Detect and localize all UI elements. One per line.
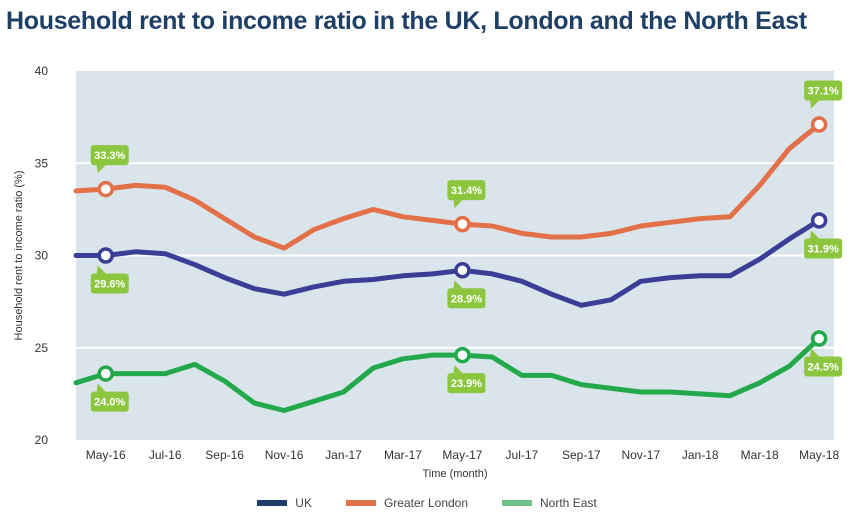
y-tick-label: 25 — [35, 341, 49, 355]
y-tick-label: 30 — [35, 249, 49, 263]
x-tick-label: Sep-17 — [562, 448, 601, 462]
callout-pointer — [96, 265, 106, 274]
legend-label-uk: UK — [295, 496, 312, 510]
data-label: 24.5% — [808, 362, 839, 374]
y-tick-label: 20 — [35, 433, 49, 447]
y-axis-title: Household rent to income ratio (%) — [13, 171, 25, 341]
callout-box — [804, 238, 843, 259]
callout-pointer — [810, 100, 820, 109]
x-axis-title: Time (month) — [423, 468, 488, 480]
x-tick-label: May-17 — [442, 448, 482, 462]
series-line-1 — [73, 122, 822, 251]
data-point-marker — [810, 330, 828, 347]
x-tick-label: Jan-18 — [682, 448, 719, 462]
data-label: 28.9% — [451, 293, 482, 305]
legend-swatch-north-east — [502, 500, 533, 506]
legend-item-uk: UK — [257, 496, 312, 510]
data-point-marker — [97, 180, 114, 198]
callout-pointer — [96, 165, 106, 174]
data-label: 31.4% — [451, 185, 482, 197]
data-label: 33.3% — [94, 150, 125, 162]
data-label: 23.9% — [451, 378, 482, 390]
callout-box — [447, 373, 486, 394]
x-tick-label: Mar-17 — [384, 448, 422, 462]
series-line-2 — [73, 336, 822, 413]
callout-pointer — [453, 280, 463, 289]
callout-box — [804, 80, 843, 101]
callout-pointer — [810, 230, 820, 239]
callout-box — [90, 145, 129, 166]
callout-box — [447, 180, 486, 201]
legend: UK Greater London North East — [0, 496, 854, 510]
x-tick-label: Jul-16 — [149, 448, 182, 462]
data-label: 37.1% — [808, 86, 839, 98]
callout-box — [447, 288, 486, 309]
x-tick-label: Sep-16 — [205, 448, 244, 462]
x-tick-label: Jul-17 — [506, 448, 539, 462]
data-point-marker — [454, 346, 471, 364]
data-point-marker — [454, 262, 471, 279]
x-tick-label: Nov-17 — [621, 448, 660, 462]
legend-item-greater-london: Greater London — [345, 496, 469, 510]
x-tick-label: Jan-17 — [325, 448, 362, 462]
data-point-marker — [454, 215, 471, 233]
x-tick-label: May-18 — [799, 448, 839, 462]
legend-label-greater-london: Greater London — [383, 496, 469, 510]
x-tick-label: May-16 — [86, 448, 126, 462]
legend-label-north-east: North East — [540, 496, 597, 510]
callout-pointer — [96, 383, 106, 392]
data-point-marker — [97, 365, 114, 382]
callout-pointer — [810, 348, 820, 357]
x-tick-label: Nov-16 — [265, 448, 304, 462]
y-tick-label: 40 — [35, 64, 49, 78]
legend-swatch-greater-london — [345, 500, 376, 506]
callout-box — [90, 391, 129, 412]
series-line-0 — [73, 217, 822, 308]
data-point-marker — [810, 212, 828, 229]
x-tick-label: Mar-18 — [741, 448, 779, 462]
data-label: 24.0% — [94, 397, 125, 409]
callout-pointer — [453, 200, 463, 209]
callout-box — [90, 273, 129, 294]
legend-swatch-uk — [257, 500, 288, 506]
chart-title: Household rent to income ratio in the UK… — [6, 7, 807, 35]
legend-item-north-east: North East — [502, 496, 597, 510]
data-point-marker — [810, 116, 828, 133]
data-label: 29.6% — [94, 279, 125, 291]
y-tick-label: 35 — [35, 156, 49, 170]
callout-pointer — [453, 365, 463, 374]
data-point-marker — [97, 247, 114, 264]
callout-box — [804, 356, 843, 377]
data-label: 31.9% — [808, 243, 839, 255]
